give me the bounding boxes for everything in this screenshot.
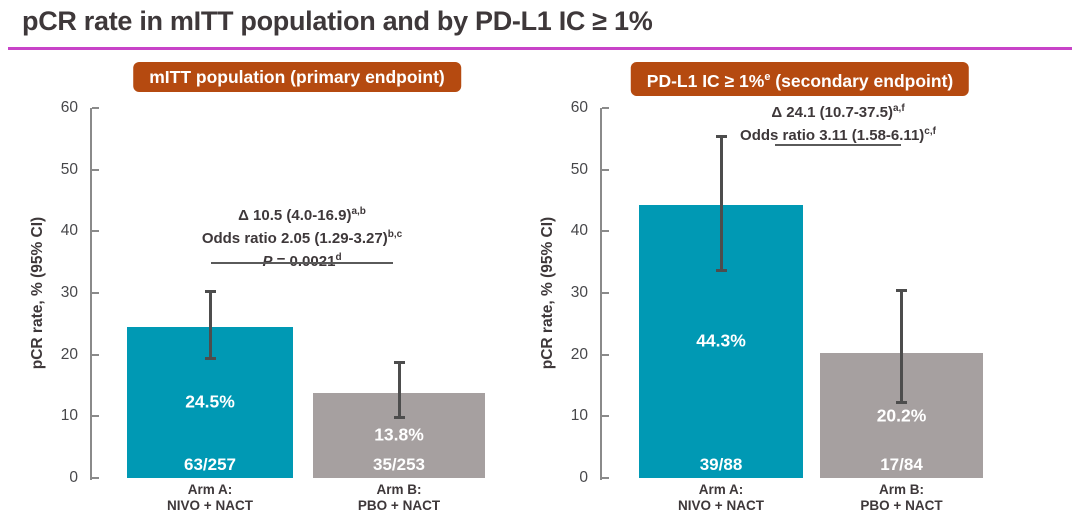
y-tick (92, 292, 99, 294)
y-tick (602, 107, 609, 109)
y-tick-label: 10 (570, 407, 588, 425)
y-tick (602, 168, 609, 171)
y-tick-label: 20 (570, 345, 588, 363)
error-bar-cap (715, 268, 727, 272)
bar-value-label: 13.8% (374, 424, 424, 445)
y-tick-label: 10 (60, 407, 78, 425)
error-bar (900, 290, 903, 403)
y-tick (92, 168, 99, 171)
error-bar (397, 362, 401, 418)
x-category-label: Arm A: NIVO + NACT (678, 482, 764, 513)
title-underline (8, 47, 1072, 50)
bar-value-label: 24.5% (185, 391, 235, 412)
bar-count-label: 63/257 (184, 455, 236, 474)
y-tick (92, 415, 99, 418)
y-tick-label: 50 (60, 160, 78, 178)
y-tick (602, 415, 609, 418)
error-bar (208, 291, 212, 359)
x-category-label: Arm A: NIVO + NACT (167, 482, 253, 513)
stats-annotation-rule (775, 144, 901, 146)
y-tick-label: 40 (570, 222, 588, 240)
y-axis-title: pCR rate, % (95% CI) (29, 216, 46, 370)
error-bar-cap (204, 290, 216, 294)
y-tick (602, 292, 609, 294)
stats-annotation: Δ 10.5 (4.0-16.9)a,b Odds ratio 2.05 (1.2… (201, 206, 403, 270)
error-bar-cap (393, 416, 405, 420)
y-tick-label: 30 (60, 284, 78, 301)
y-tick (92, 107, 99, 109)
page-title: pCR rate in mITT population and by PD-L1… (22, 6, 653, 36)
bar-value-label: 44.3% (696, 330, 746, 351)
y-tick-label: 20 (60, 345, 78, 363)
y-tick (602, 230, 609, 233)
bar-count-label: 17/84 (880, 455, 923, 474)
error-bar-cap (715, 135, 727, 139)
y-tick (92, 230, 99, 233)
error-bar-cap (896, 289, 907, 293)
panel-title-badge: PD-L1 IC ≥ 1%e (secondary endpoint) (630, 62, 970, 96)
y-tick-label: 60 (570, 99, 588, 116)
y-tick (92, 353, 99, 356)
panel-title-badge: mITT population (primary endpoint) (133, 62, 461, 92)
stats-annotation-rule (211, 262, 393, 264)
y-axis-spine (600, 108, 602, 480)
y-tick (602, 477, 609, 479)
y-tick (92, 477, 99, 479)
y-axis-title: pCR rate, % (95% CI) (539, 216, 556, 370)
bar-count-label: 39/88 (699, 455, 743, 474)
error-bar-cap (393, 361, 405, 365)
error-bar-cap (896, 400, 907, 404)
y-tick (602, 353, 609, 356)
y-axis-spine (90, 108, 92, 480)
y-tick-label: 0 (69, 469, 78, 486)
y-tick-label: 30 (570, 284, 588, 301)
y-tick-label: 40 (60, 222, 78, 240)
stats-annotation: Δ 24.1 (10.7-37.5)a,f Odds ratio 3.11 (1.… (740, 103, 936, 144)
y-tick-label: 0 (579, 469, 588, 486)
y-tick-label: 50 (570, 160, 588, 178)
y-tick-label: 60 (60, 99, 78, 116)
x-category-label: Arm B: PBO + NACT (860, 482, 943, 513)
error-bar (719, 136, 723, 271)
bar-count-label: 35/253 (373, 455, 425, 474)
x-category-label: Arm B: PBO + NACT (357, 482, 441, 513)
error-bar-cap (204, 356, 216, 360)
bar-value-label: 20.2% (876, 405, 927, 426)
